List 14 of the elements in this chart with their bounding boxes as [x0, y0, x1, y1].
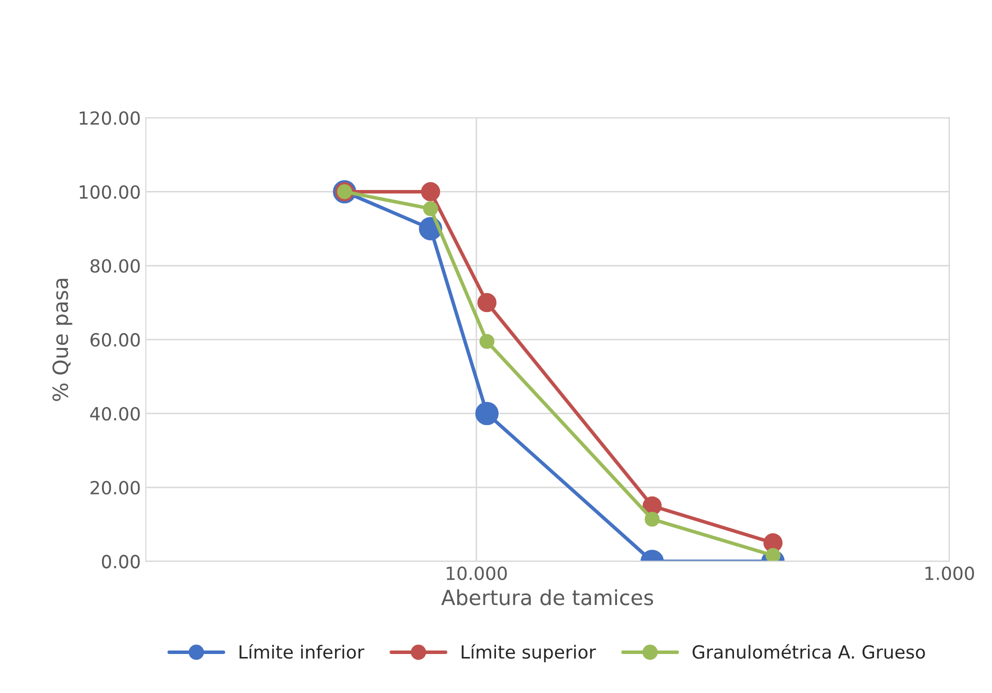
x-tick-label: 10.000 — [446, 566, 507, 580]
legend-label: Límite superior — [462, 644, 596, 662]
y-tick-label: 120.00 — [80, 111, 140, 125]
y-tick-label: 60.00 — [90, 333, 140, 347]
y-tick-label: 40.00 — [90, 406, 140, 421]
y-tick-label: 80.00 — [90, 259, 140, 273]
x-tick-label: 1.000 — [925, 566, 974, 580]
y-tick-label: 100.00 — [80, 185, 140, 199]
legend-label: Granulométrica A. Grueso — [692, 644, 925, 659]
y-tick-label: 0.00 — [102, 554, 140, 568]
y-tick-label: 20.00 — [90, 480, 140, 495]
x-axis-title: Abertura de tamices — [441, 589, 654, 606]
y-axis-title: % Que pasa — [52, 278, 72, 401]
legend-label: Límite inferior — [240, 644, 364, 659]
